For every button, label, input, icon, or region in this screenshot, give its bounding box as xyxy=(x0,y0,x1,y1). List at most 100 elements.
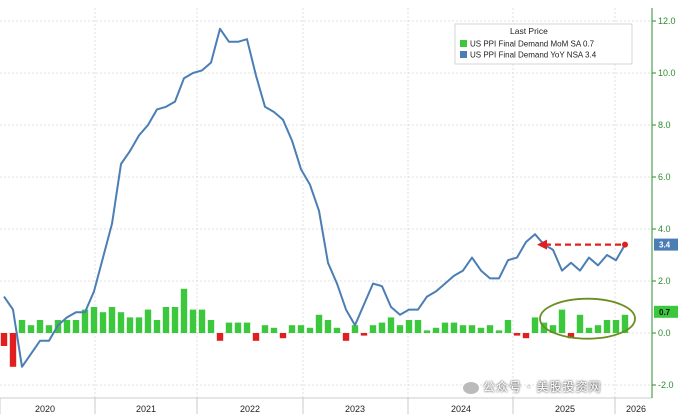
mom-bar xyxy=(441,322,449,333)
mom-bar xyxy=(351,325,359,333)
legend-swatch-yoy xyxy=(460,51,467,58)
mom-last-badge xyxy=(654,305,678,318)
mom-bar xyxy=(117,312,125,333)
mom-bar xyxy=(594,325,602,333)
yoy-line-path xyxy=(3,27,626,368)
legend-entry-yoy: US PPI Final Demand YoY NSA 3.4 xyxy=(470,51,597,60)
watermark: 公众号 · 美股投资网 xyxy=(463,378,601,395)
legend-swatch-mom xyxy=(460,40,467,47)
mom-bar xyxy=(486,325,494,333)
legend: Last Price US PPI Final Demand MoM SA 0.… xyxy=(454,23,633,65)
legend-entry-mom: US PPI Final Demand MoM SA 0.7 xyxy=(470,40,595,49)
wechat-icon xyxy=(463,381,479,394)
mom-bar xyxy=(495,330,503,333)
mom-bar xyxy=(423,330,431,333)
annotations xyxy=(537,239,636,340)
highlight-ellipse xyxy=(539,297,636,340)
yoy-last-label: 3.4 xyxy=(659,241,671,250)
mom-bar xyxy=(468,325,476,333)
y-tick-label: 8.0 xyxy=(658,120,671,130)
x-tick-label: 2023 xyxy=(345,404,365,414)
mom-bar xyxy=(621,314,629,333)
mom-bar xyxy=(9,333,17,367)
watermark-text: 公众号 · 美股投资网 xyxy=(483,380,602,394)
yoy-line xyxy=(3,27,626,368)
mom-bar xyxy=(531,317,539,333)
mom-bar xyxy=(18,320,26,333)
mom-bar xyxy=(270,327,278,333)
mom-bar xyxy=(450,322,458,333)
mom-bar xyxy=(504,320,512,333)
mom-bar xyxy=(225,322,233,333)
x-tick-label: 2025 xyxy=(555,404,575,414)
y-tick-label: 10.0 xyxy=(658,68,676,78)
x-tick-label: 2026 xyxy=(626,404,646,414)
mom-bar xyxy=(135,317,143,333)
mom-bar xyxy=(207,320,215,333)
mom-bar xyxy=(315,314,323,333)
yoy-last-badge xyxy=(654,238,678,251)
mom-bar xyxy=(99,312,107,333)
mom-bar xyxy=(0,333,8,346)
mom-bar xyxy=(306,327,314,333)
mom-bar xyxy=(108,307,116,333)
mom-bar xyxy=(153,320,161,333)
y-tick-label: 2.0 xyxy=(658,276,671,286)
mom-bar xyxy=(576,314,584,333)
mom-bar xyxy=(342,333,350,341)
mom-bar xyxy=(513,333,521,336)
mom-bar xyxy=(243,322,251,333)
mom-bar xyxy=(585,327,593,333)
mom-bar xyxy=(198,309,206,333)
mom-bar xyxy=(567,333,575,339)
mom-bar xyxy=(63,320,71,333)
mom-bar xyxy=(405,320,413,333)
mom-bar xyxy=(90,307,98,333)
mom-bar xyxy=(216,333,224,341)
axes: 12.0 10.0 8.0 6.0 4.0 2.0 0.0 -2.0 2020 2021 2022 2… xyxy=(0,8,678,414)
mom-bar xyxy=(324,320,332,333)
grid xyxy=(0,8,652,398)
mom-bar xyxy=(558,309,566,333)
x-tick-label: 2020 xyxy=(35,404,55,414)
mom-bar xyxy=(459,325,467,333)
mom-bar xyxy=(288,325,296,333)
mom-bar xyxy=(72,320,80,333)
mom-bar xyxy=(189,309,197,333)
mom-bar xyxy=(549,325,557,333)
mom-bar xyxy=(261,325,269,333)
mom-bar xyxy=(297,325,305,333)
mom-bar xyxy=(414,320,422,333)
mom-bar xyxy=(396,325,404,333)
mom-bar xyxy=(162,307,170,333)
mom-bar xyxy=(81,309,89,333)
mom-bars xyxy=(0,288,629,367)
mom-bar xyxy=(45,325,53,333)
mom-bar xyxy=(432,327,440,333)
arrow-endpoint xyxy=(622,241,628,248)
mom-bar xyxy=(333,327,341,333)
mom-bar xyxy=(369,325,377,333)
legend-title: Last Price xyxy=(510,26,548,36)
mom-bar xyxy=(477,327,485,333)
y-tick-label: -2.0 xyxy=(658,380,674,390)
x-tick-label: 2024 xyxy=(451,404,471,414)
legend-box xyxy=(454,23,633,65)
y-tick-label: 6.0 xyxy=(658,172,671,182)
mom-bar xyxy=(27,325,35,333)
x-tick-label: 2022 xyxy=(240,404,260,414)
mom-last-label: 0.7 xyxy=(659,308,671,317)
y-tick-label: 0.0 xyxy=(658,328,671,338)
mom-bar xyxy=(144,309,152,333)
mom-bar xyxy=(36,320,44,333)
mom-bar xyxy=(126,317,134,333)
arrow-head xyxy=(537,239,547,250)
mom-bar xyxy=(279,333,287,339)
mom-bar xyxy=(603,320,611,333)
x-tick-label: 2021 xyxy=(136,404,156,414)
mom-bar xyxy=(387,317,395,333)
mom-bar xyxy=(360,333,368,336)
y-tick-label: 4.0 xyxy=(658,224,671,234)
mom-bar xyxy=(378,322,386,333)
